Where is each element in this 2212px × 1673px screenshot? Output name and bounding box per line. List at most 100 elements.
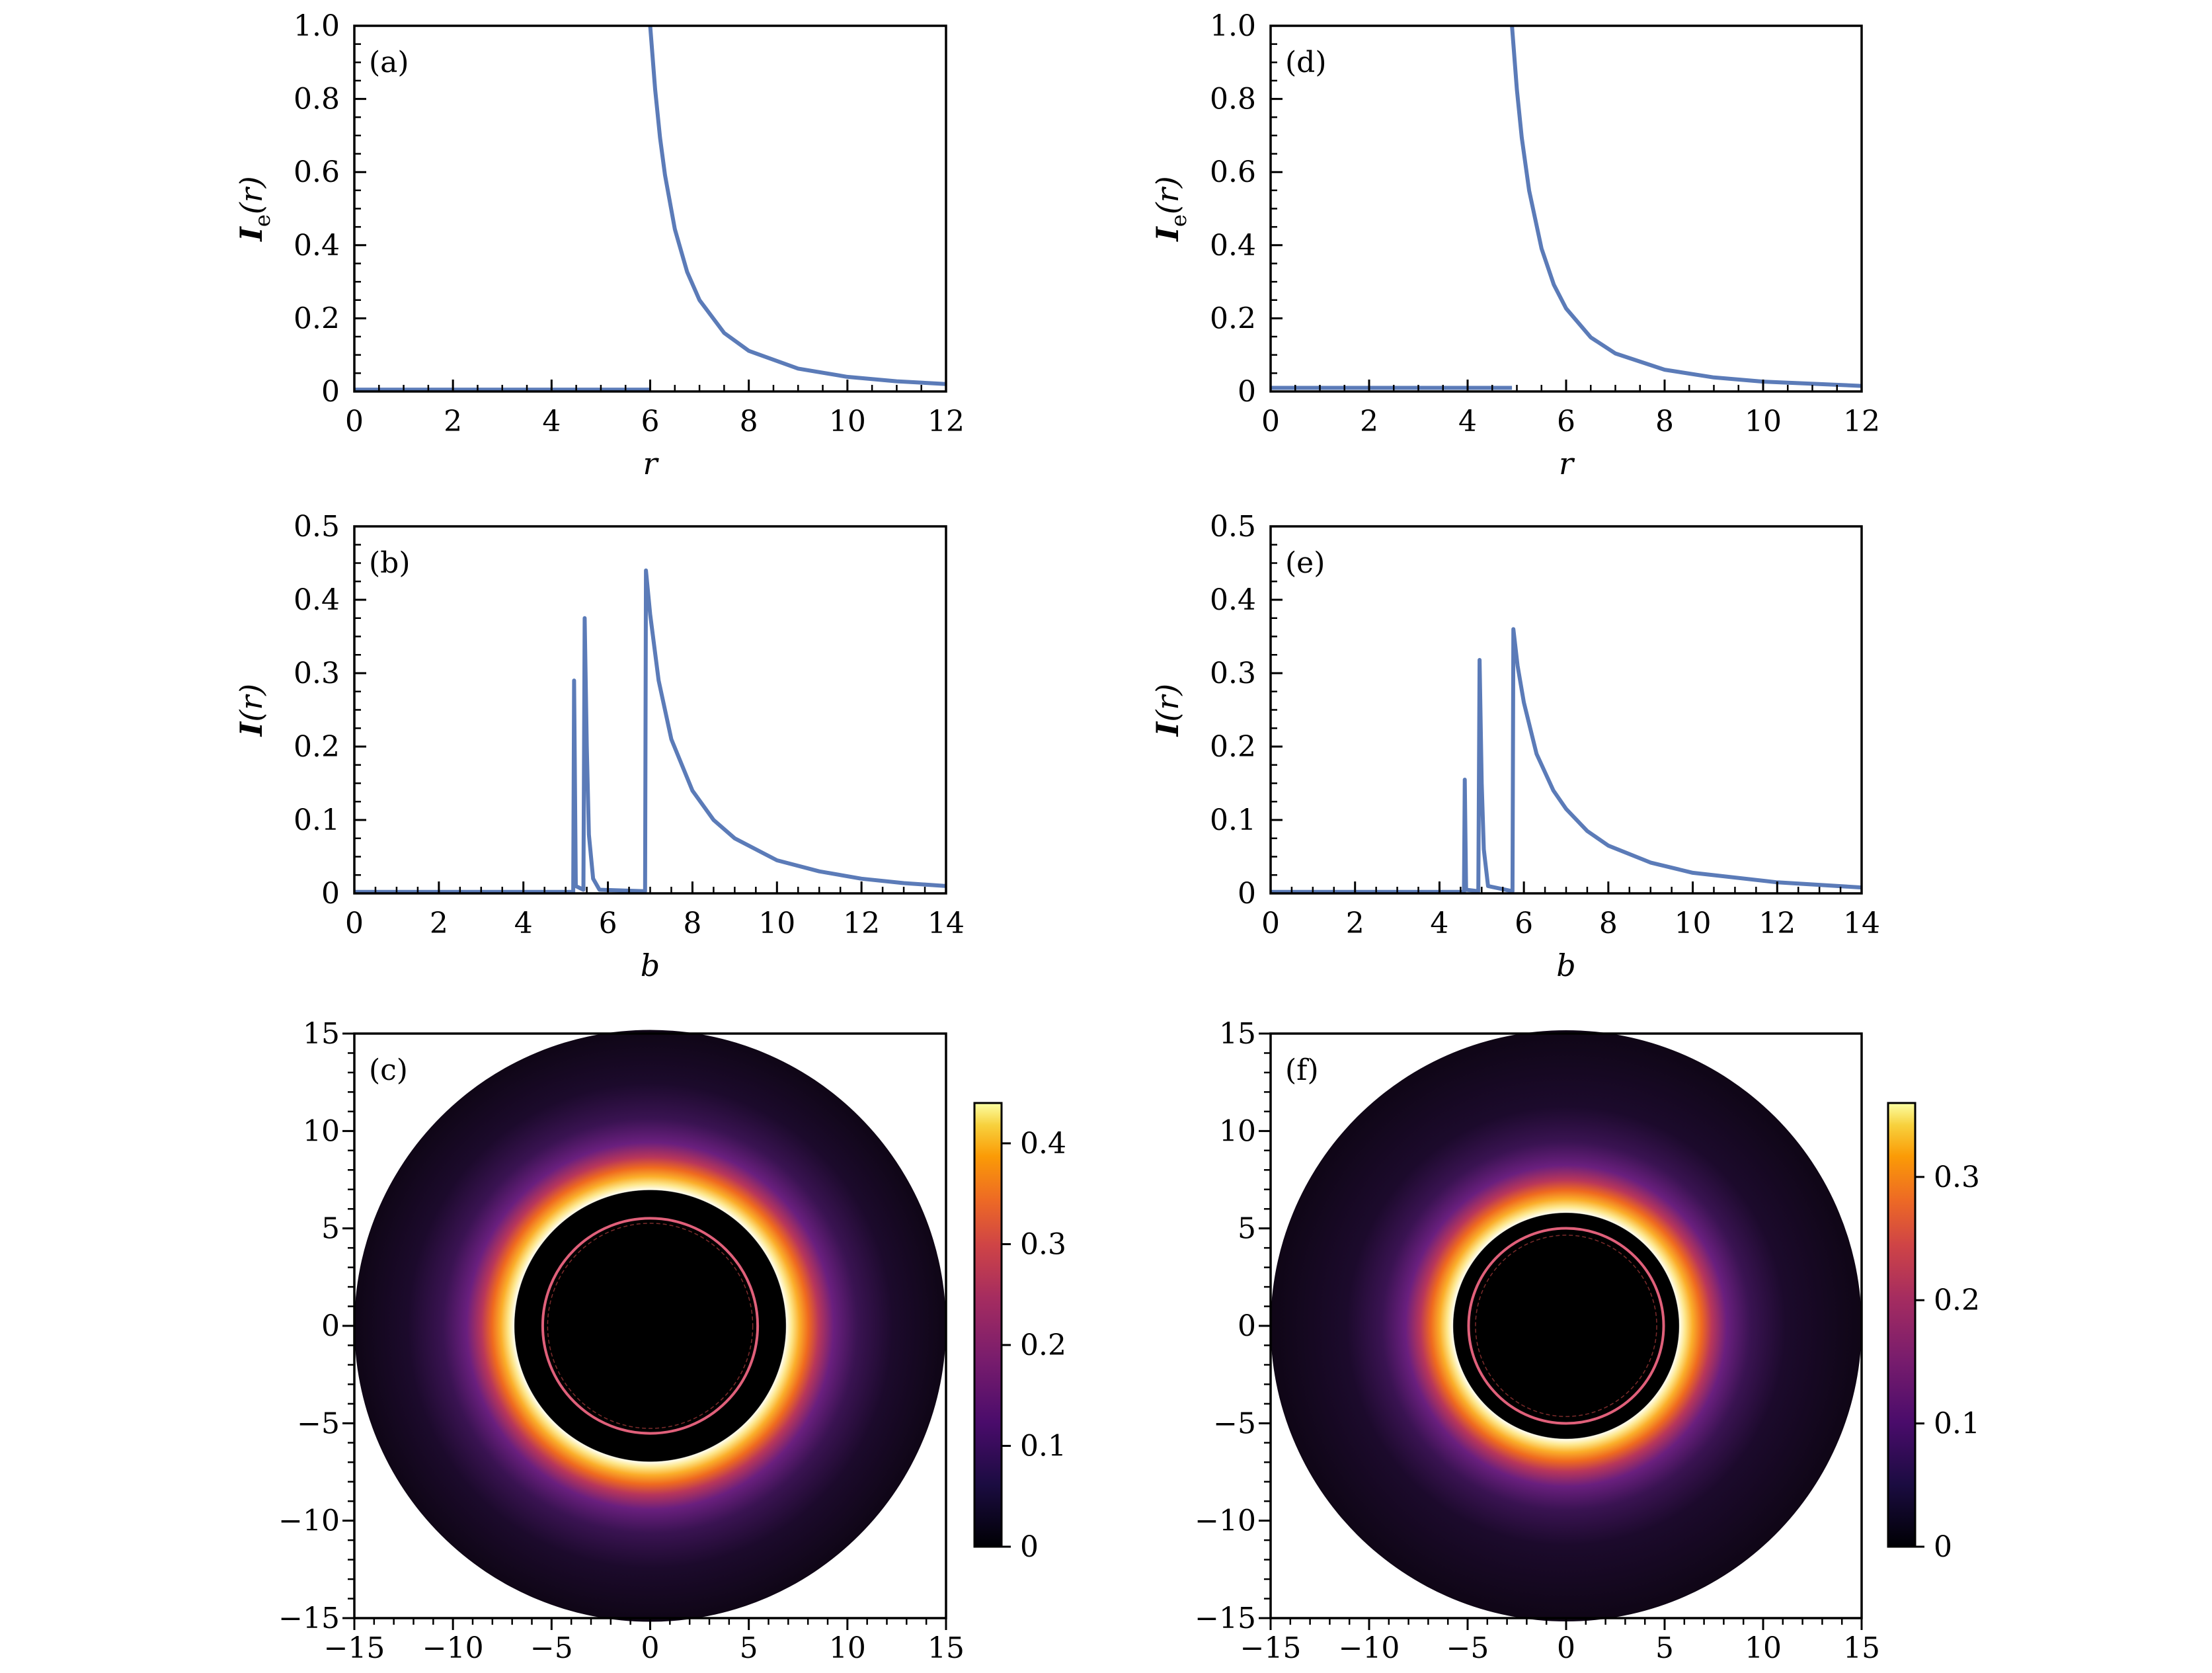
y-tick-label: 5 bbox=[1238, 1212, 1256, 1246]
x-tick-label: 14 bbox=[1843, 907, 1880, 940]
plot-frame bbox=[1269, 24, 1863, 393]
x-tick-label: 12 bbox=[1843, 405, 1880, 438]
plot-frame bbox=[353, 525, 947, 895]
y-tick-label: 10 bbox=[1219, 1114, 1256, 1148]
plot-frame bbox=[353, 24, 947, 393]
colorbar-tick-label: 0.2 bbox=[1934, 1284, 1980, 1317]
y-tick-label: 0.3 bbox=[1210, 657, 1256, 690]
lensing-ring bbox=[1475, 1235, 1657, 1417]
x-tick-label: 12 bbox=[1758, 907, 1796, 940]
x-tick-label: 14 bbox=[928, 907, 965, 940]
y-tick-label: 1.0 bbox=[294, 9, 340, 43]
photon-ring bbox=[541, 1217, 760, 1435]
x-tick-label: 12 bbox=[928, 405, 965, 438]
y-tick-label: 0.2 bbox=[1210, 730, 1256, 764]
y-tick-label: 0.3 bbox=[294, 657, 340, 690]
colorbar-tick-label: 0.4 bbox=[1020, 1127, 1066, 1161]
x-tick-label: 4 bbox=[542, 405, 561, 438]
y-tick-label: −15 bbox=[1195, 1602, 1256, 1635]
x-tick-label: 15 bbox=[1843, 1631, 1880, 1665]
y-tick-label: 0.2 bbox=[1210, 302, 1256, 335]
y-label-argument: (r) bbox=[233, 684, 269, 722]
x-tick-label: 2 bbox=[444, 405, 462, 438]
panel-f: 0 0.1 0.2 0.3 −15 −10 −5 0 5 10 15 −15 −10 −5 0 5 10 15 (f… bbox=[1195, 1017, 1980, 1665]
y-label-subscript: e bbox=[1166, 214, 1191, 227]
x-axis-label: r bbox=[1559, 446, 1575, 481]
accretion-disk-image bbox=[1271, 1030, 1862, 1621]
x-tick-label: 0 bbox=[1557, 1631, 1575, 1665]
y-tick-label: 0.2 bbox=[294, 730, 340, 764]
y-tick-label: 0.6 bbox=[1210, 155, 1256, 189]
x-tick-label: 15 bbox=[928, 1631, 965, 1665]
series-line-observed bbox=[354, 568, 947, 894]
y-tick-label: 0 bbox=[1238, 375, 1256, 409]
y-tick-label: 0.4 bbox=[294, 583, 340, 617]
colorbar bbox=[1887, 1102, 1916, 1548]
y-axis-label: Ie(r) bbox=[233, 176, 275, 242]
y-tick-label: 0.4 bbox=[1210, 583, 1256, 617]
plot-frame bbox=[1269, 525, 1863, 895]
y-label-symbol: I bbox=[1150, 721, 1185, 737]
x-tick-label: 10 bbox=[758, 907, 795, 940]
y-tick-label: 0 bbox=[321, 877, 340, 911]
y-tick-label: 0 bbox=[321, 375, 340, 409]
y-tick-label: 0.2 bbox=[294, 302, 340, 335]
y-tick-label: 0.8 bbox=[1210, 83, 1256, 116]
x-tick-label: 2 bbox=[430, 907, 448, 940]
y-tick-label: 0.4 bbox=[294, 229, 340, 263]
y-tick-label: 0 bbox=[1238, 1309, 1256, 1343]
x-tick-label: 4 bbox=[1458, 405, 1477, 438]
y-tick-label: −10 bbox=[278, 1504, 340, 1538]
y-tick-label: 0.1 bbox=[294, 803, 340, 837]
panel-label: (f) bbox=[1285, 1053, 1319, 1087]
x-tick-label: 0 bbox=[345, 405, 364, 438]
y-tick-label: 0 bbox=[321, 1309, 340, 1343]
x-tick-label: 12 bbox=[843, 907, 880, 940]
x-tick-label: 10 bbox=[1745, 1631, 1782, 1665]
y-label-symbol: I bbox=[1150, 226, 1185, 243]
y-tick-label: 0.6 bbox=[294, 155, 340, 189]
x-tick-label: 8 bbox=[683, 907, 701, 940]
y-tick-label: 0 bbox=[1238, 877, 1256, 911]
x-tick-label: −15 bbox=[1240, 1631, 1302, 1665]
x-tick-label: 2 bbox=[1360, 405, 1378, 438]
panel-label: (c) bbox=[369, 1053, 408, 1087]
y-tick-label: 15 bbox=[303, 1017, 340, 1051]
x-tick-label: 10 bbox=[829, 1631, 866, 1665]
colorbar-tick-label: 0 bbox=[1020, 1530, 1039, 1564]
x-axis-label: r bbox=[643, 446, 660, 481]
x-tick-label: 8 bbox=[1599, 907, 1618, 940]
panel-label: (e) bbox=[1285, 546, 1325, 580]
colorbar-tick-label: 0.2 bbox=[1020, 1328, 1066, 1362]
colorbar-tick-label: 0.1 bbox=[1020, 1430, 1066, 1463]
x-axis-label: b bbox=[641, 948, 660, 983]
y-tick-label: −15 bbox=[278, 1602, 340, 1635]
x-tick-label: 10 bbox=[1745, 405, 1782, 438]
lensing-ring bbox=[547, 1223, 754, 1429]
x-tick-label: 4 bbox=[1430, 907, 1448, 940]
y-tick-label: 0.8 bbox=[294, 83, 340, 116]
y-tick-label: 15 bbox=[1219, 1017, 1256, 1051]
colorbar-tick-label: 0 bbox=[1934, 1530, 1952, 1564]
y-label-argument: (r) bbox=[1150, 684, 1185, 722]
panel-d: Ie(r) r 0 2 4 6 8 10 12 0 0.2 0.4 0.6 0.8 1.0 (d) bbox=[1150, 9, 1880, 481]
x-tick-label: 2 bbox=[1346, 907, 1364, 940]
colorbar bbox=[973, 1102, 1003, 1548]
panel-label: (b) bbox=[369, 546, 411, 580]
colorbar-tick-label: 0.1 bbox=[1934, 1407, 1980, 1441]
panel-label: (a) bbox=[369, 46, 409, 79]
y-label-subscript: e bbox=[250, 214, 275, 227]
x-tick-label: −10 bbox=[1339, 1631, 1400, 1665]
y-tick-label: 0.1 bbox=[1210, 803, 1256, 837]
photon-ring bbox=[1467, 1227, 1665, 1425]
panel-c: 0 0.1 0.2 0.3 0.4 −15 −10 −5 0 5 10 15 −15 −10 −5 0 5 10 1… bbox=[278, 1017, 1066, 1665]
y-axis-label: Ie(r) bbox=[1150, 176, 1191, 242]
x-tick-label: 6 bbox=[1515, 907, 1533, 940]
x-tick-label: −15 bbox=[324, 1631, 385, 1665]
x-tick-label: −10 bbox=[422, 1631, 484, 1665]
y-tick-label: 10 bbox=[303, 1114, 340, 1148]
x-tick-label: 8 bbox=[1655, 405, 1674, 438]
x-tick-label: 0 bbox=[1261, 405, 1280, 438]
panel-b: I(r) b 0 2 4 6 8 10 12 14 0 0.1 0.2 0.3 0.4 0.5 (b) bbox=[233, 510, 965, 983]
